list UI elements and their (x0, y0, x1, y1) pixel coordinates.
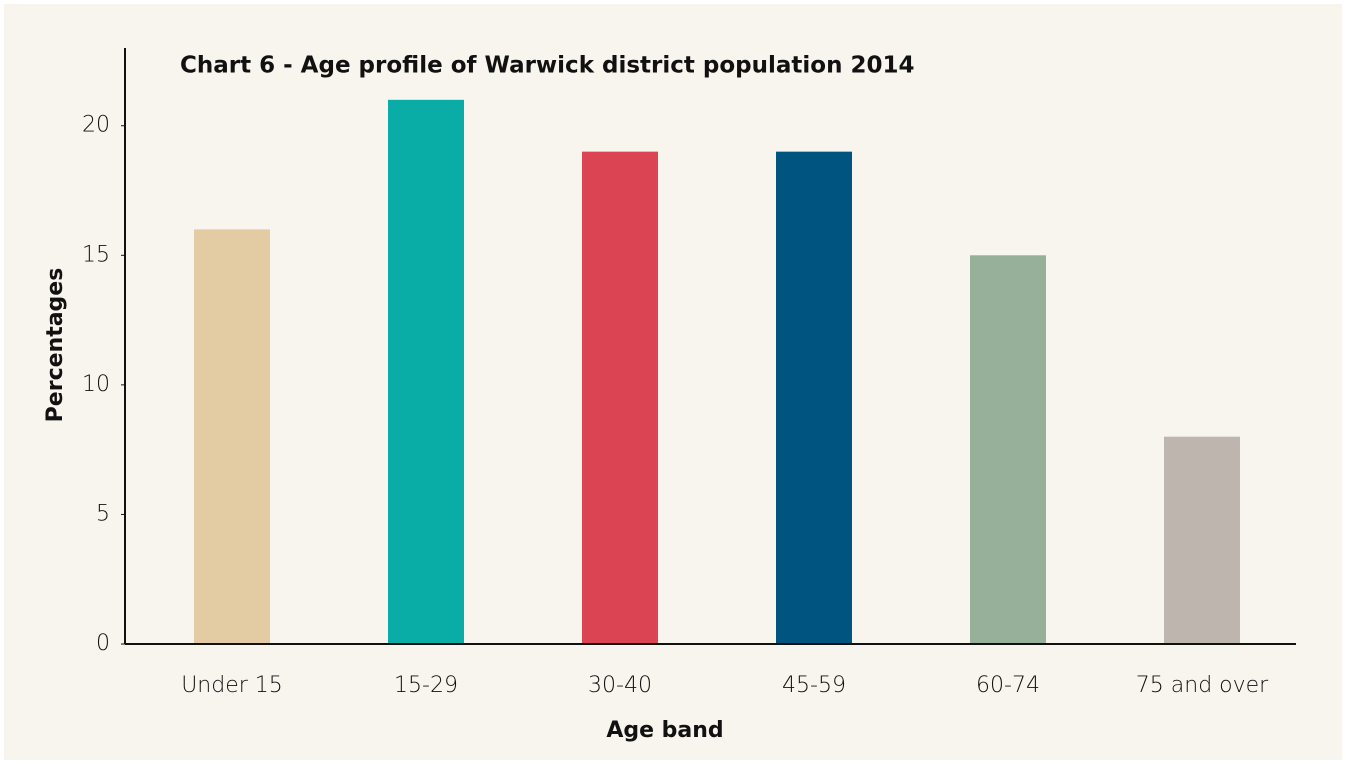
x-tick-label: 30-40 (588, 673, 652, 698)
y-tick-label: 10 (82, 372, 110, 397)
bar (194, 229, 270, 645)
y-axis-label: Percentages (43, 268, 68, 423)
y-tick-label: 5 (96, 501, 110, 526)
x-axis-label: Age band (606, 718, 723, 743)
x-tick-label: 75 and over (1136, 673, 1269, 698)
bar (970, 255, 1046, 644)
x-tick-label: 15-29 (394, 673, 458, 698)
y-tick-label: 0 (96, 631, 110, 656)
y-tick-label: 20 (82, 113, 110, 138)
x-tick-label: 60-74 (976, 673, 1040, 698)
bar (776, 151, 852, 645)
x-tick-label: Under 15 (181, 673, 283, 698)
bar (1164, 436, 1240, 644)
bar (582, 151, 658, 645)
y-tick-label: 15 (82, 242, 110, 267)
bar (388, 99, 464, 644)
x-tick-label: 45-59 (782, 673, 846, 698)
chart-title: Chart 6 - Age profile of Warwick distric… (180, 53, 914, 79)
